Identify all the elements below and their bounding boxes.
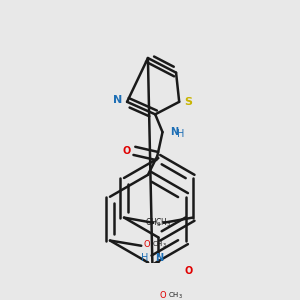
Text: O: O: [184, 266, 193, 276]
Text: N: N: [112, 95, 122, 105]
Text: O: O: [143, 240, 150, 249]
Text: N: N: [155, 253, 163, 263]
Text: CH$_3$: CH$_3$: [155, 217, 172, 229]
Text: H: H: [177, 129, 184, 139]
Text: H: H: [140, 253, 148, 263]
Text: CH$_3$: CH$_3$: [145, 217, 161, 229]
Text: S: S: [184, 97, 192, 107]
Text: O: O: [159, 291, 166, 300]
Text: O: O: [123, 146, 131, 156]
Text: N: N: [170, 127, 178, 137]
Text: CH$_3$: CH$_3$: [168, 291, 183, 300]
Text: CH$_3$: CH$_3$: [152, 240, 167, 250]
